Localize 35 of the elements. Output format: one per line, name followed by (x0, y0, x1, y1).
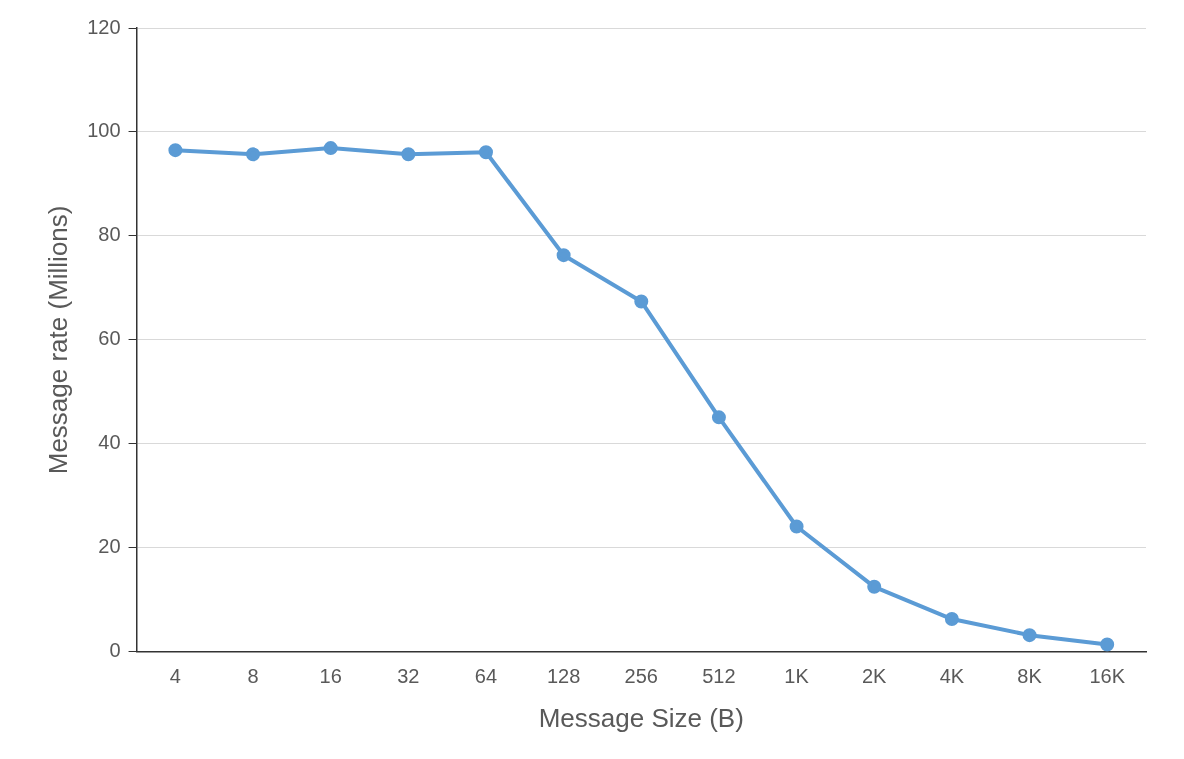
y-tick-label: 40 (98, 431, 121, 454)
y-tick-label: 120 (87, 15, 121, 38)
x-tick-label: 32 (397, 665, 420, 688)
point (1022, 628, 1037, 643)
y-tick-label: 0 (109, 639, 121, 662)
x-tick-label: 512 (702, 665, 736, 688)
point (323, 141, 338, 156)
point (478, 145, 493, 160)
x-tick-label: 4 (169, 665, 181, 688)
x-tick-label: 16 (319, 665, 342, 688)
x-axis-title: Message Size (B) (538, 702, 744, 733)
x-tick-label: 2K (862, 665, 888, 688)
y-tick-label: 20 (98, 535, 121, 558)
point (789, 519, 804, 534)
x-tick-label: 16K (1089, 665, 1126, 688)
point (944, 612, 959, 627)
x-tick-label: 8 (247, 665, 259, 688)
y-tick-label: 100 (87, 119, 121, 142)
x-tick-label: 64 (474, 665, 498, 688)
point (1100, 637, 1115, 652)
x-tick-label: 4K (939, 665, 965, 688)
point (711, 410, 726, 425)
point (401, 147, 416, 162)
x-tick-label: 1K (784, 665, 810, 688)
x-tick-label: 8K (1017, 665, 1043, 688)
point (634, 294, 649, 309)
y-tick-label: 80 (98, 223, 121, 246)
y-axis-title: Message rate (Millions) (42, 205, 73, 475)
x-tick-label: 128 (546, 665, 581, 688)
point (246, 147, 261, 162)
point (867, 579, 882, 594)
point (168, 143, 183, 158)
y-tick-label: 60 (98, 327, 121, 350)
x-tick-label: 256 (624, 665, 658, 688)
point (556, 248, 571, 263)
